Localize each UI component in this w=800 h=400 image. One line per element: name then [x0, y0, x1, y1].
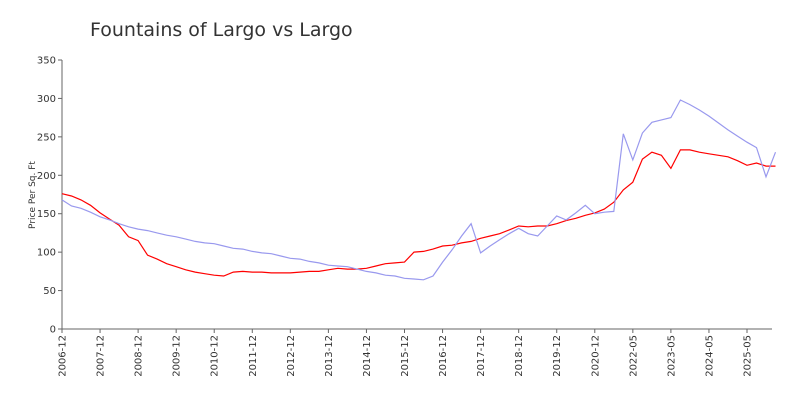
- x-tick-label: 2024-05: [704, 335, 715, 377]
- x-tick-label: 2008-12: [134, 335, 145, 377]
- y-tick-label: 0: [50, 325, 56, 336]
- x-tick-label: 2018-12: [514, 335, 525, 377]
- chart-title: Fountains of Largo vs Largo: [90, 19, 353, 41]
- x-tick-label: 2017-12: [476, 335, 487, 377]
- x-tick-label: 2023-05: [666, 335, 677, 377]
- x-tick-label: 2014-12: [362, 335, 373, 377]
- x-tick-label: 2020-12: [590, 335, 601, 377]
- y-tick-label: 200: [37, 171, 56, 182]
- y-tick-label: 300: [37, 94, 56, 105]
- y-tick-label: 350: [37, 56, 56, 67]
- series-line: [61, 99, 777, 281]
- y-tick-label: 250: [37, 132, 56, 143]
- x-tick-label: 2006-12: [58, 335, 69, 377]
- x-tick-label: 2010-12: [210, 335, 221, 377]
- x-tick-label: 2007-12: [96, 335, 107, 377]
- x-tick-label: 2025-05: [743, 335, 754, 377]
- x-tick-label: 2011-12: [248, 335, 259, 377]
- x-tick-label: 2015-12: [400, 335, 411, 377]
- x-tick-label: 2009-12: [172, 335, 183, 377]
- x-tick-label: 2012-12: [286, 335, 297, 377]
- y-tick-label: 150: [37, 209, 56, 220]
- x-tick-label: 2022-05: [628, 335, 639, 377]
- series-line: [61, 149, 776, 277]
- x-tick-label: 2016-12: [438, 335, 449, 377]
- y-axis-label: Price Per Sq. Ft: [28, 161, 38, 229]
- y-tick-label: 100: [37, 248, 56, 259]
- x-tick-label: 2019-12: [552, 335, 563, 377]
- y-tick-label: 50: [43, 286, 56, 297]
- x-tick-label: 2013-12: [324, 335, 335, 377]
